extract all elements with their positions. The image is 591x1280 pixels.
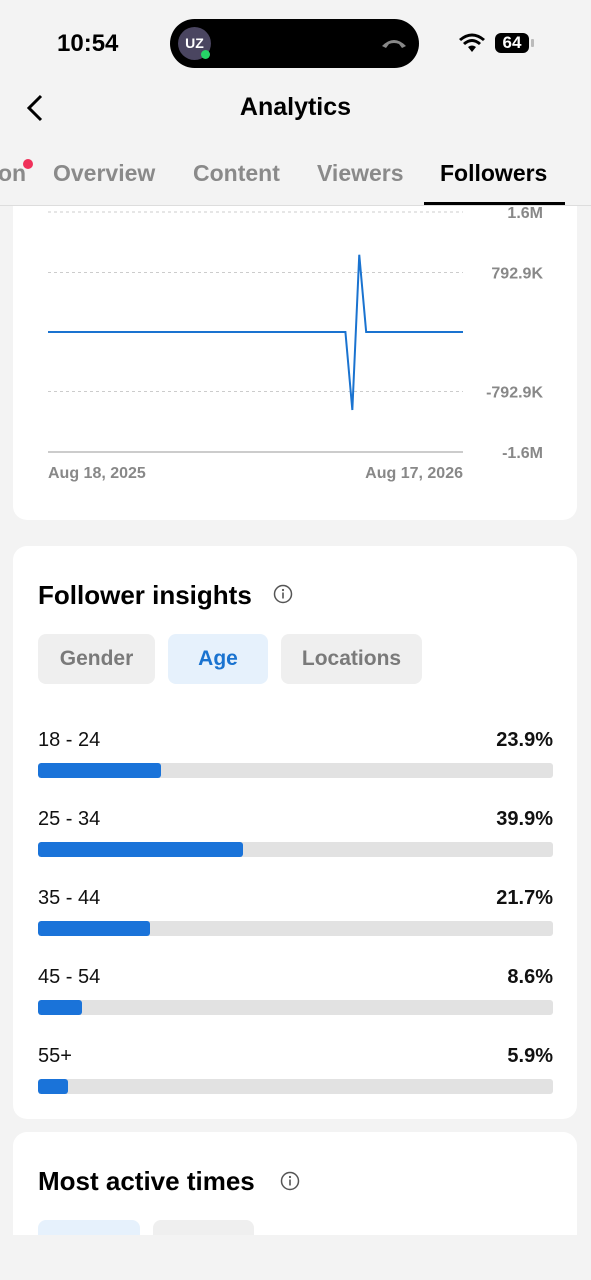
age-label: 25 - 34 [38, 808, 101, 830]
age-label: 55+ [38, 1045, 72, 1067]
bar [38, 763, 162, 778]
battery: 64 [495, 33, 529, 53]
dynamic-island: UZ [170, 19, 419, 68]
age-percent: 5.9% [507, 1045, 553, 1067]
bar-track [38, 842, 553, 857]
section-title: Most active times [38, 1166, 255, 1196]
age-label: 35 - 44 [38, 887, 101, 909]
tab-divider [0, 205, 591, 206]
info-icon[interactable] [273, 584, 295, 606]
bar-track [38, 1000, 553, 1015]
battery-cap [531, 39, 534, 47]
age-percent: 21.7% [496, 887, 553, 909]
x-tick-label: Aug 18, 2025 [48, 465, 146, 482]
clock: 10:54 [57, 30, 119, 57]
tab-indicator [424, 202, 565, 205]
bar [38, 842, 244, 857]
active-times-card [13, 1132, 577, 1235]
y-tick-label: -1.6M [502, 445, 543, 462]
age-percent: 23.9% [496, 729, 553, 751]
y-tick-label: -792.9K [486, 384, 543, 401]
tab[interactable]: Content [193, 160, 280, 186]
y-tick-label: 1.6M [507, 205, 543, 222]
age-percent: 8.6% [507, 966, 553, 988]
filter-pill[interactable]: Age [168, 634, 268, 684]
bar [38, 921, 150, 936]
filter-pill[interactable] [38, 1220, 140, 1235]
back-button[interactable] [24, 94, 46, 122]
page-title: Analytics [239, 93, 352, 121]
y-tick-label: 792.9K [491, 266, 543, 283]
bar-track [38, 1079, 553, 1094]
tab[interactable]: Viewers [317, 160, 404, 186]
filter-pill[interactable]: Gender [38, 634, 155, 684]
call-icon [382, 40, 406, 48]
age-label: 18 - 24 [38, 729, 101, 751]
tab-active[interactable]: Followers [440, 160, 548, 186]
line [48, 254, 463, 411]
chart: 1.6M 792.9K -792.9K -1.6M Aug 18, 2025 Aug 17… [48, 205, 543, 482]
section-title: Follower insights [38, 580, 252, 610]
bar [38, 1079, 69, 1094]
x-tick-label: Aug 17, 2026 [365, 465, 463, 482]
info-icon[interactable] [280, 1171, 302, 1193]
notification-dot [23, 159, 33, 169]
age-label: 45 - 54 [38, 966, 101, 988]
bar-track [38, 763, 553, 778]
wifi-icon [459, 33, 485, 52]
tab[interactable]: on [0, 160, 27, 186]
bar [38, 1000, 83, 1015]
insights-card [13, 546, 577, 1119]
bar-track [38, 921, 553, 936]
age-percent: 39.9% [496, 808, 553, 830]
tab[interactable]: Overview [53, 160, 156, 186]
chart-card [13, 206, 577, 520]
whatsapp-badge [201, 50, 210, 59]
filter-pill[interactable]: Locations [281, 634, 422, 684]
filter-pill[interactable] [153, 1220, 254, 1235]
